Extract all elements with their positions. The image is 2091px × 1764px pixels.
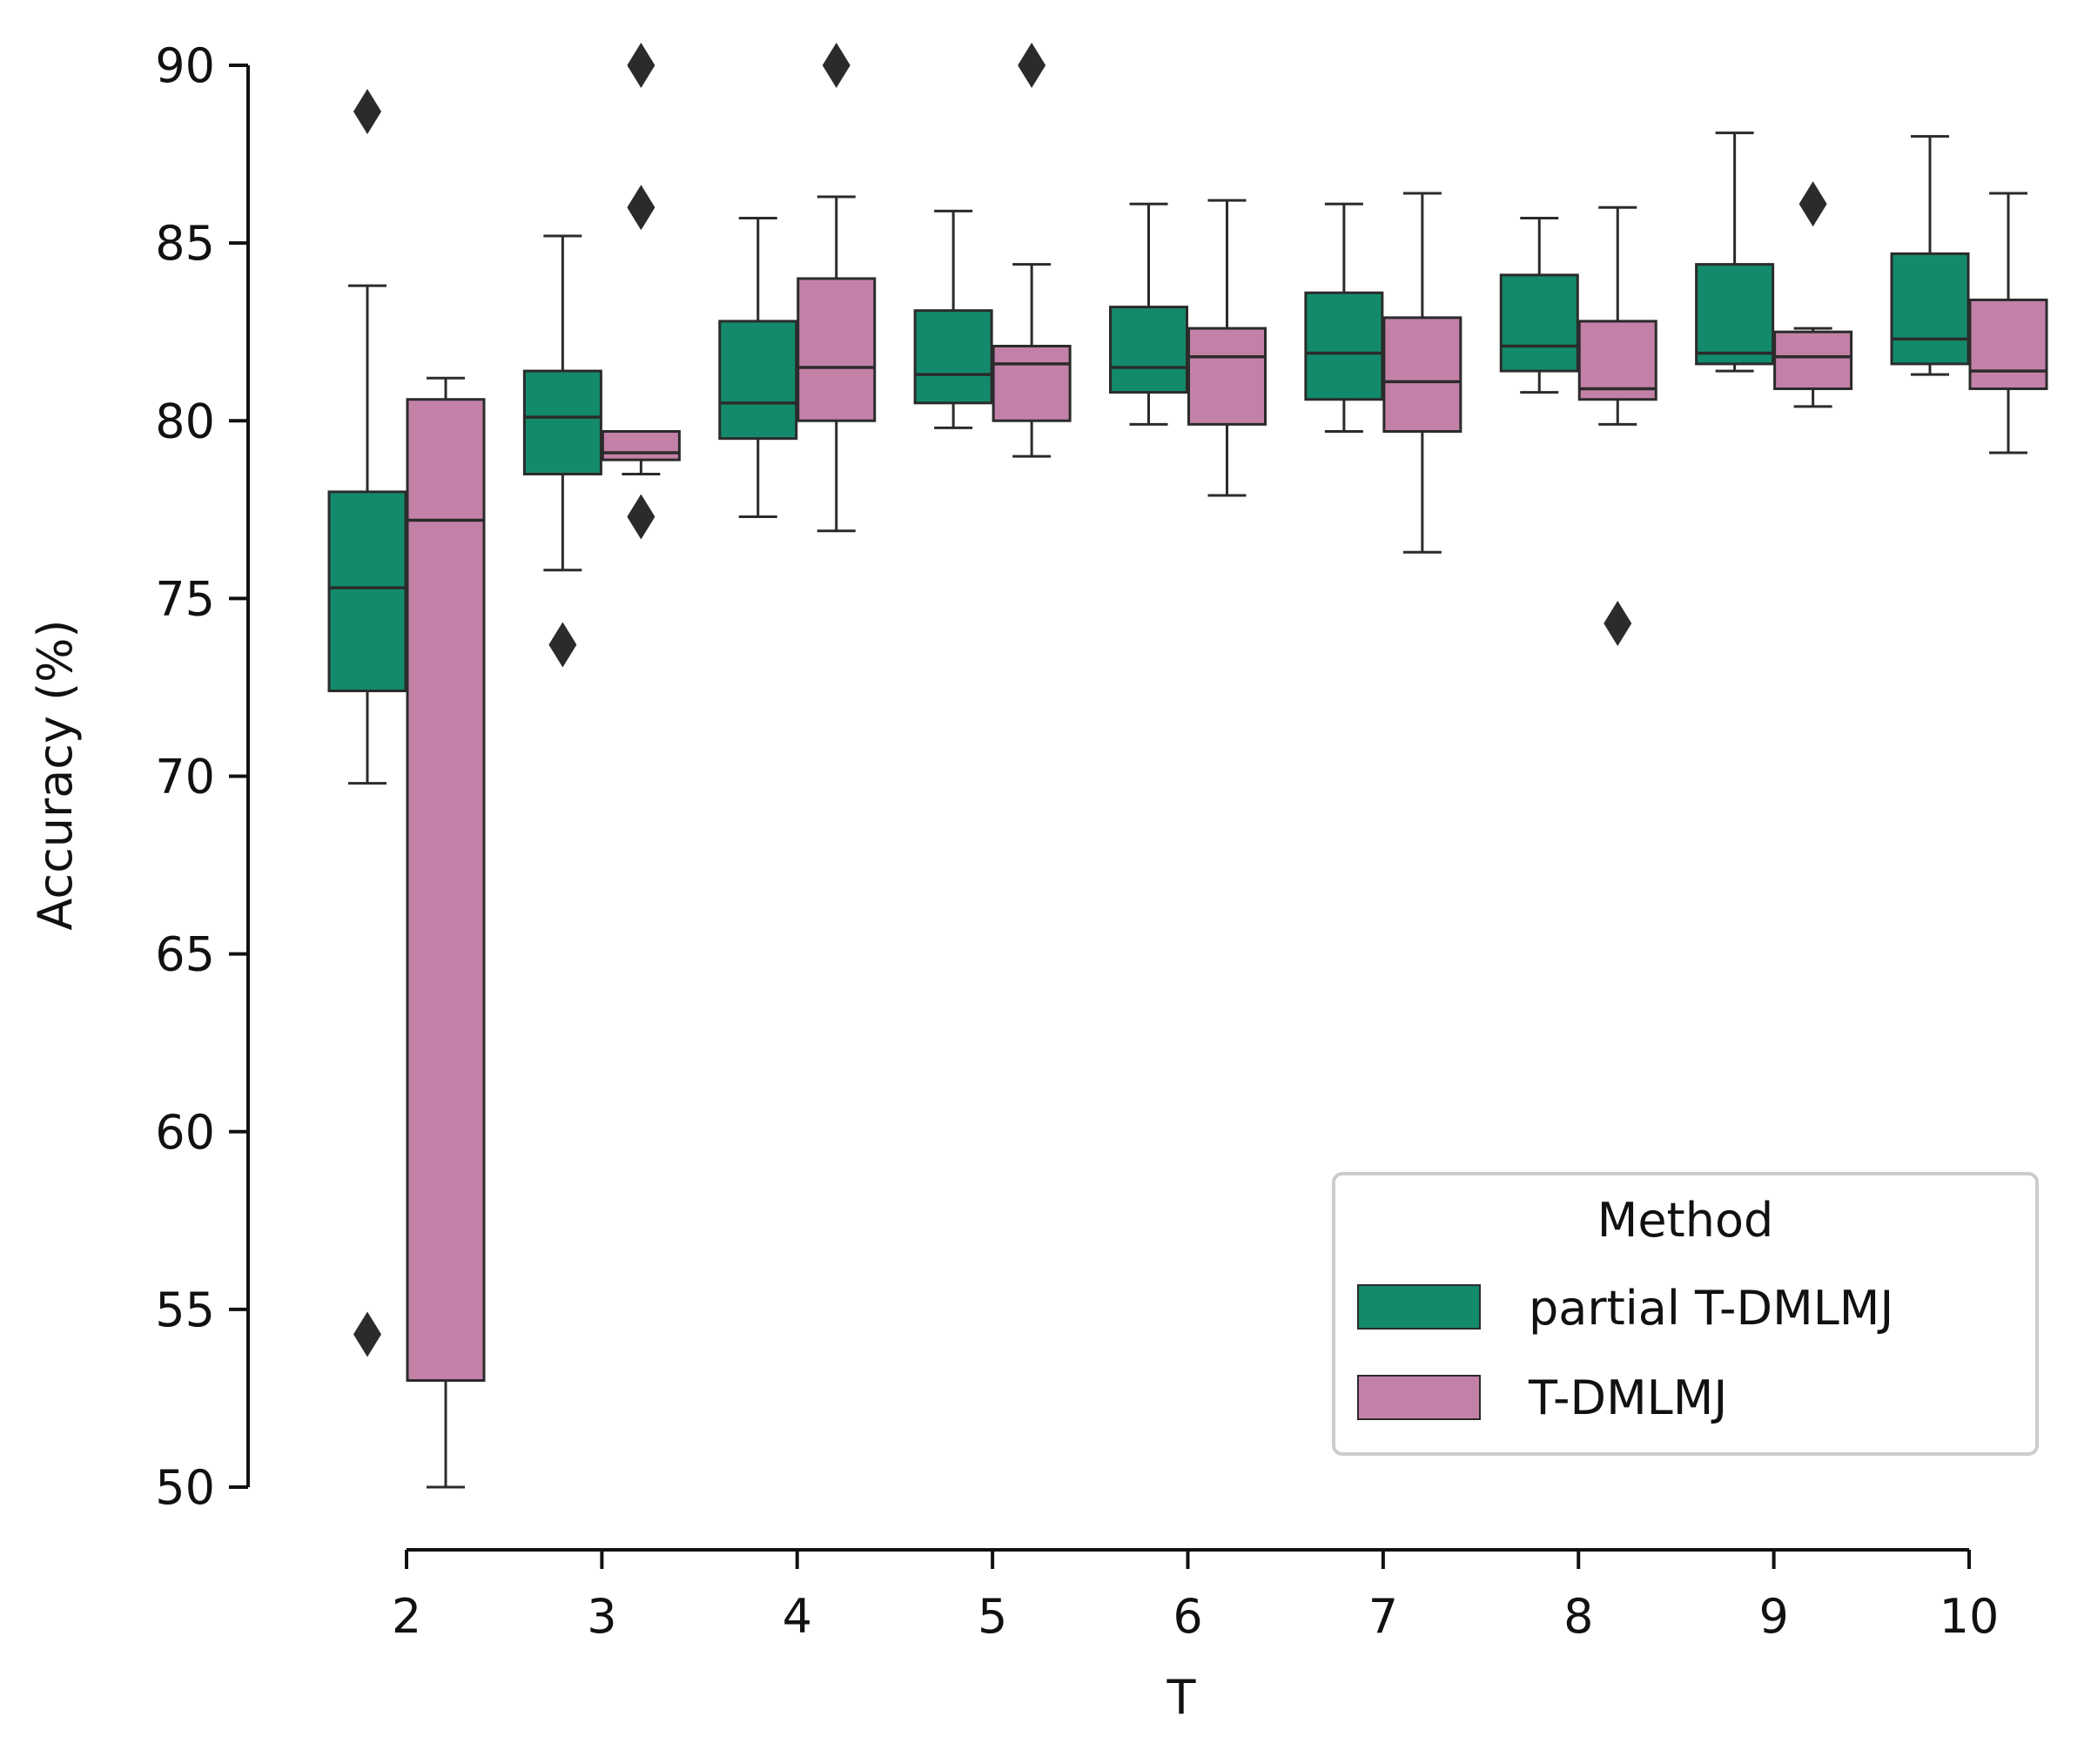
- y-tick-label: 50: [155, 1460, 215, 1515]
- box-full: [1577, 205, 1657, 646]
- box-full: [406, 376, 486, 1489]
- y-tick-label: 85: [155, 216, 215, 271]
- legend-swatch-full: [1357, 1375, 1481, 1420]
- x-tick-label: 9: [1758, 1589, 1788, 1644]
- outlier-point: [353, 1311, 381, 1357]
- box-iqr: [1304, 291, 1384, 401]
- y-axis: 50 55 60 65 70 75 80 85 90: [155, 38, 250, 1515]
- box-full: [1773, 181, 1853, 408]
- x-tick-label: 4: [783, 1589, 812, 1644]
- box-iqr: [601, 429, 681, 461]
- outlier-point: [822, 43, 851, 88]
- box-partial: [913, 209, 993, 429]
- outlier-point: [1604, 600, 1632, 646]
- outlier-point: [353, 89, 381, 135]
- box-full: [992, 43, 1072, 458]
- box-iqr: [1499, 273, 1579, 373]
- y-tick-label: 55: [155, 1283, 215, 1337]
- box-partial: [1109, 202, 1188, 426]
- box-iqr: [1695, 263, 1775, 366]
- legend-title: Method: [1597, 1193, 1774, 1248]
- x-axis: 2 3 4 5 6 7 8 9 10: [392, 1548, 2000, 1644]
- outlier-point: [627, 43, 656, 88]
- box-iqr: [913, 309, 993, 405]
- outlier-point: [548, 622, 577, 668]
- plot-area: [327, 43, 2048, 1489]
- y-tick-label: 90: [155, 38, 215, 93]
- box-partial: [1304, 202, 1384, 433]
- box-iqr: [1890, 252, 1970, 366]
- legend: Method partial T-DMLMJ T-DMLMJ: [1332, 1172, 2039, 1456]
- box-full: [1382, 192, 1462, 554]
- box-iqr: [718, 320, 798, 441]
- box-partial: [1890, 135, 1970, 376]
- outlier-point: [627, 185, 656, 231]
- box-iqr: [797, 277, 877, 422]
- y-tick-label: 65: [155, 927, 215, 982]
- x-tick-label: 6: [1173, 1589, 1202, 1644]
- box-iqr: [406, 398, 486, 1383]
- box-partial: [1499, 217, 1579, 394]
- x-tick-label: 3: [587, 1589, 616, 1644]
- box-iqr: [992, 345, 1072, 422]
- x-tick-label: 10: [1940, 1589, 2000, 1644]
- box-iqr: [1577, 320, 1657, 401]
- box-full: [1187, 199, 1267, 497]
- box-iqr: [1968, 298, 2048, 391]
- box-partial: [1695, 131, 1775, 373]
- y-tick-label: 75: [155, 571, 215, 626]
- outlier-point: [1799, 181, 1827, 227]
- box-iqr: [1773, 330, 1853, 391]
- box-iqr: [1382, 316, 1462, 433]
- legend-swatch-partial: [1357, 1284, 1481, 1330]
- x-tick-label: 2: [392, 1589, 421, 1644]
- y-axis-title: Accuracy (%): [28, 619, 83, 930]
- x-tick-label: 7: [1368, 1589, 1398, 1644]
- box-partial: [522, 234, 602, 668]
- legend-label-full: T-DMLMJ: [1528, 1370, 1727, 1425]
- box-iqr: [522, 369, 602, 475]
- box-partial: [327, 89, 407, 1357]
- box-iqr: [1187, 327, 1267, 426]
- box-partial: [718, 217, 798, 518]
- x-tick-label: 5: [978, 1589, 1007, 1644]
- y-tick-label: 70: [155, 750, 215, 805]
- box-full: [601, 43, 681, 540]
- legend-frame: [1332, 1172, 2039, 1456]
- outlier-point: [1018, 43, 1046, 88]
- y-tick-label: 60: [155, 1105, 215, 1160]
- box-full: [797, 43, 877, 533]
- y-tick-label: 80: [155, 394, 215, 448]
- outlier-point: [627, 494, 656, 540]
- x-axis-title: T: [1167, 1670, 1197, 1725]
- box-iqr: [1109, 306, 1188, 394]
- x-tick-label: 8: [1563, 1589, 1593, 1644]
- legend-label-partial: partial T-DMLMJ: [1529, 1281, 1893, 1336]
- box-iqr: [327, 490, 407, 693]
- box-full: [1968, 192, 2048, 454]
